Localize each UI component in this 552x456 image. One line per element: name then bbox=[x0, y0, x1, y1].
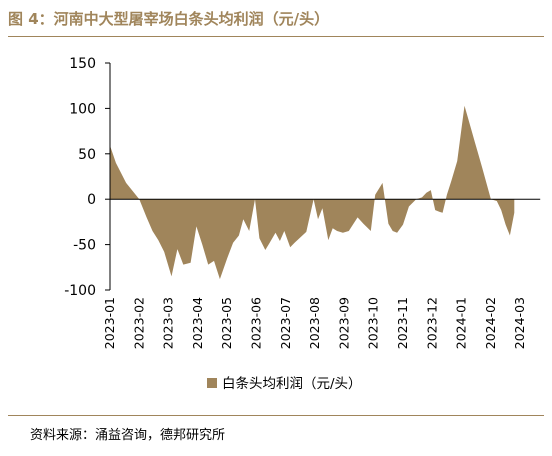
area-layer bbox=[110, 105, 515, 280]
x-tick-label: 2023-03 bbox=[161, 297, 176, 349]
title-rule bbox=[8, 36, 544, 37]
area-series bbox=[110, 105, 515, 280]
axes-layer: 150 100 50 0 -50 -100 2023-01 2023-02 2023-03 202… bbox=[64, 56, 541, 349]
source-rule bbox=[8, 415, 544, 416]
y-tick-label: 0 bbox=[87, 192, 96, 208]
x-tick-label: 2023-10 bbox=[366, 297, 381, 349]
figure-title-text: 河南中大型屠宰场白条头均利润（元/头） bbox=[53, 10, 330, 28]
legend: 白条头均利润（元/头） bbox=[207, 375, 362, 392]
x-tick-label: 2024-01 bbox=[454, 297, 469, 349]
x-tick-label: 2023-01 bbox=[102, 297, 117, 349]
x-tick-label: 2023-09 bbox=[336, 297, 351, 349]
source-note: 资料来源：涌益咨询，德邦研究所 bbox=[30, 428, 226, 443]
figure-label: 图 4： bbox=[8, 10, 54, 28]
y-tick-label: 100 bbox=[69, 101, 96, 117]
y-tick-label: 50 bbox=[78, 147, 96, 163]
x-tick-label: 2023-07 bbox=[278, 297, 293, 349]
x-tick-label: 2024-02 bbox=[483, 297, 498, 349]
legend-label: 白条头均利润（元/头） bbox=[222, 375, 362, 392]
x-tick-label: 2023-02 bbox=[131, 297, 146, 349]
x-tick-label: 2023-04 bbox=[190, 297, 205, 349]
y-tick-label: -50 bbox=[73, 238, 96, 254]
x-tick-label: 2023-11 bbox=[395, 297, 410, 349]
legend-swatch bbox=[207, 378, 217, 388]
y-tick-label: -100 bbox=[64, 283, 96, 299]
y-tick-label: 150 bbox=[69, 56, 96, 72]
x-tick-label: 2023-05 bbox=[219, 297, 234, 349]
x-tick-label: 2024-03 bbox=[512, 297, 527, 349]
x-tick-label: 2023-12 bbox=[424, 297, 439, 349]
figure-title: 图 4：河南中大型屠宰场白条头均利润（元/头） bbox=[8, 8, 329, 29]
x-tick-label: 2023-08 bbox=[307, 297, 322, 349]
x-tick-label: 2023-06 bbox=[249, 297, 264, 349]
